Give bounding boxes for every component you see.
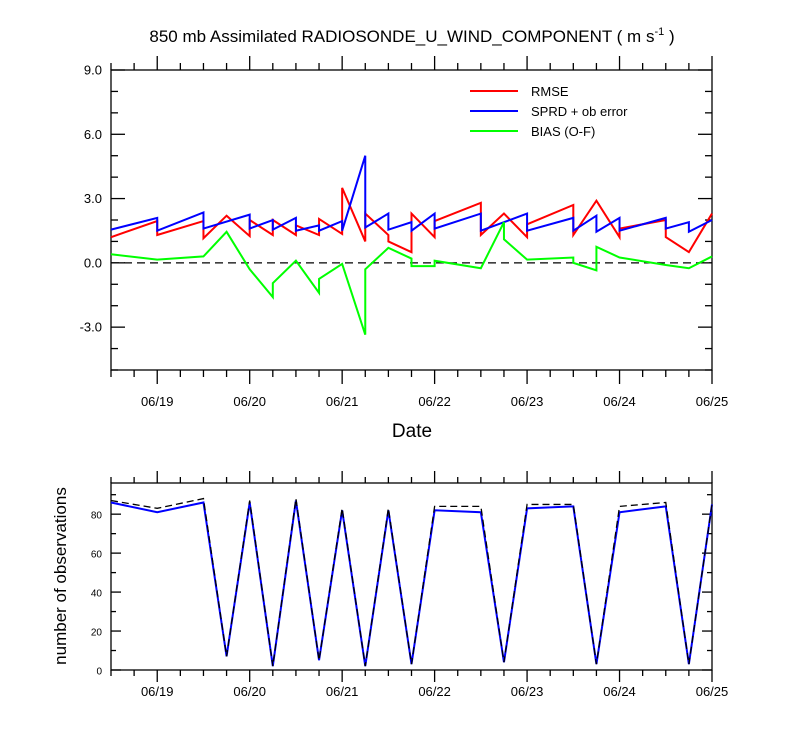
x-tick-label: 06/21 (326, 684, 359, 699)
series-line-rmse (110, 187, 713, 254)
x-tick-label: 06/19 (141, 394, 174, 409)
series-line-bias (110, 221, 713, 335)
y-tick-label: 9.0 (84, 63, 102, 78)
legend-label-sprd: SPRD + ob error (531, 104, 628, 119)
x-tick-label: 06/24 (603, 684, 636, 699)
series-line-total (110, 497, 713, 667)
x-tick-label: 06/20 (233, 684, 266, 699)
chart-title-main: 850 mb Assimilated RADIOSONDE_U_WIND_COM… (149, 27, 654, 46)
x-tick-label: 06/24 (603, 394, 636, 409)
top-chart-xlabel: Date (392, 421, 432, 442)
y-tick-label: 40 (91, 589, 103, 600)
y-tick-label: 0.0 (84, 255, 102, 270)
bottom-series (110, 497, 713, 667)
y-tick-label: 0 (96, 667, 102, 678)
y-tick-label: 80 (91, 511, 103, 522)
series-line-used (110, 500, 713, 667)
y-tick-label: 6.0 (84, 127, 102, 142)
bottom-chart: 06/19 06/20 06/21 06/22 06/23 06/24 06/25 0 20 40… (91, 471, 728, 699)
x-tick-label: 06/21 (326, 394, 359, 409)
y-tick-label: -3.0 (80, 320, 102, 335)
legend: RMSE SPRD + ob error BIAS (O-F) (470, 84, 628, 139)
chart-title-superscript: -1 (654, 26, 664, 38)
y-tick-label: 3.0 (84, 191, 102, 206)
bottom-chart-ylabel: number of observations (51, 487, 70, 665)
x-ticks (110, 56, 713, 384)
x-tick-label: 06/25 (696, 684, 729, 699)
x-tick-label: 06/23 (511, 394, 544, 409)
x-tick-label: 06/25 (696, 394, 729, 409)
chart-title-close: ) (664, 27, 674, 46)
x-tick-label: 06/23 (511, 684, 544, 699)
x-tick-label: 06/20 (233, 394, 266, 409)
chart-title: 850 mb Assimilated RADIOSONDE_U_WIND_COM… (149, 26, 674, 46)
top-chart: 06/19 06/20 06/21 06/22 06/23 06/24 06/25 -3.0 0… (80, 56, 729, 409)
top-series (110, 155, 713, 335)
legend-label-rmse: RMSE (531, 84, 569, 99)
y-ticks (111, 494, 712, 671)
legend-label-bias: BIAS (O-F) (531, 124, 595, 139)
x-tick-label: 06/22 (418, 394, 451, 409)
x-tick-label: 06/19 (141, 684, 174, 699)
series-line-sprd (110, 155, 713, 234)
y-ticks (111, 69, 712, 371)
x-tick-label: 06/22 (418, 684, 451, 699)
y-tick-label: 20 (91, 628, 103, 639)
x-ticks (110, 471, 713, 682)
y-tick-label: 60 (91, 550, 103, 561)
